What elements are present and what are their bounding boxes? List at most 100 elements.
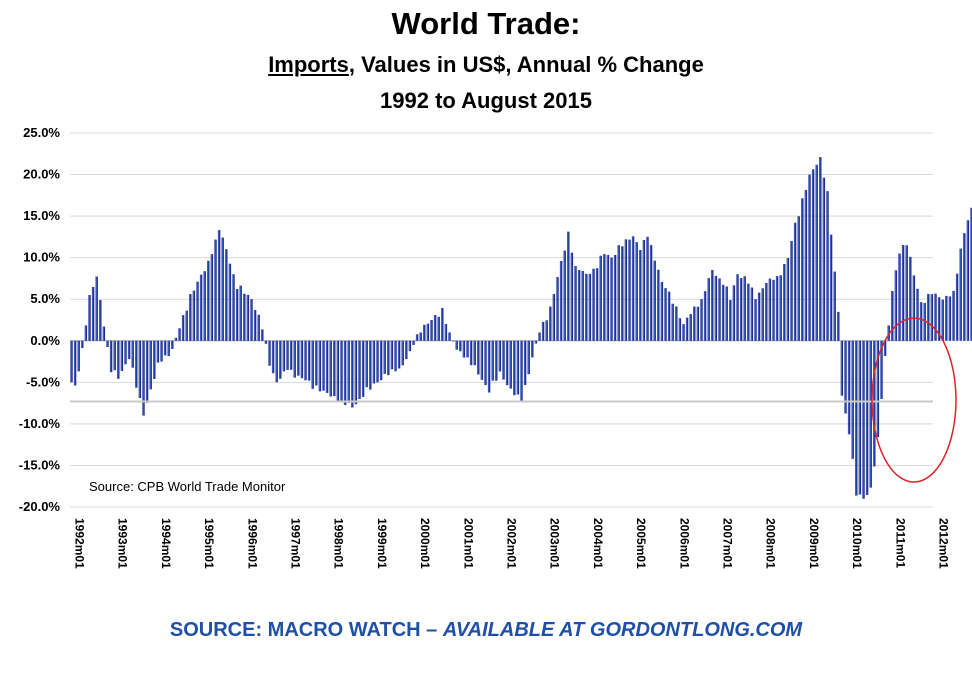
bar-highlight — [243, 293, 245, 341]
bar — [455, 340, 458, 350]
bar-highlight — [927, 293, 929, 341]
bar-highlight — [574, 265, 576, 341]
bar-highlight — [333, 340, 335, 397]
bar-highlight — [365, 340, 367, 388]
x-tick-label: 2012m01 — [937, 518, 951, 569]
bar-highlight — [769, 278, 770, 341]
bar-highlight — [729, 300, 731, 341]
bar-highlight — [808, 174, 810, 341]
bar-series — [70, 157, 972, 499]
bar-highlight — [812, 169, 814, 341]
x-tick-label: 1998m01 — [332, 518, 346, 569]
bar-highlight — [736, 274, 738, 341]
x-tick-label: 1999m01 — [375, 518, 389, 569]
bar — [300, 340, 304, 379]
bar-highlight — [193, 290, 194, 341]
bar-highlight — [520, 340, 522, 402]
bar-highlight — [362, 340, 364, 397]
bar-highlight — [621, 246, 623, 341]
bar-highlight — [85, 325, 86, 341]
x-tick-label: 2011m01 — [893, 518, 907, 568]
bar-highlight — [196, 281, 198, 341]
bar — [153, 340, 156, 379]
bar-highlight — [135, 340, 137, 388]
bar-highlight — [657, 269, 659, 341]
bar — [109, 340, 113, 373]
bar-highlight — [733, 285, 734, 341]
bar-highlight — [819, 157, 821, 341]
footer-source: SOURCE: MACRO WATCH – AVAILABLE AT GORDO… — [0, 619, 972, 642]
bar-highlight — [247, 294, 248, 341]
bar-highlight — [182, 315, 184, 341]
bar-highlight — [563, 250, 565, 341]
bar-highlight — [639, 250, 641, 341]
bar-highlight — [905, 245, 907, 341]
bar-highlight — [103, 326, 104, 341]
bar-highlight — [427, 323, 428, 341]
y-tick-label: -20.0% — [19, 499, 61, 514]
bar-highlight — [956, 273, 958, 341]
y-tick-label: -15.0% — [19, 457, 61, 472]
x-tick-label: 2006m01 — [677, 518, 691, 569]
bar-highlight — [88, 295, 90, 341]
bar-highlight — [311, 340, 313, 389]
bar-highlight — [391, 340, 392, 370]
bar — [480, 340, 484, 380]
bar-highlight — [473, 340, 475, 366]
bar-highlight — [862, 340, 864, 499]
bar-highlight — [675, 306, 677, 341]
y-tick-label: 15.0% — [23, 208, 60, 223]
bar-highlight — [859, 340, 860, 495]
bar-highlight — [268, 340, 270, 366]
bar-highlight — [844, 340, 846, 414]
bar-highlight — [682, 324, 684, 341]
bar-highlight — [826, 191, 828, 341]
bar-highlight — [477, 340, 479, 375]
bar-highlight — [322, 340, 324, 391]
bar-highlight — [153, 340, 155, 379]
bar-highlight — [794, 222, 796, 341]
x-tick-label: 1995m01 — [202, 518, 216, 569]
bar-highlight — [610, 257, 612, 341]
x-tick-label: 1997m01 — [289, 518, 303, 569]
bar-highlight — [617, 245, 619, 341]
bar-highlight — [178, 328, 180, 341]
bar — [354, 340, 358, 405]
bar-highlight — [841, 340, 842, 396]
bar-highlight — [110, 340, 112, 373]
bar — [408, 340, 412, 352]
bar-highlight — [700, 299, 702, 341]
bar-highlight — [887, 325, 889, 341]
bar-highlight — [376, 340, 378, 383]
bar-highlight — [837, 311, 839, 341]
bar-highlight — [394, 340, 396, 372]
bar-highlight — [401, 340, 403, 366]
bar-highlight — [945, 295, 947, 341]
bar-highlight — [189, 294, 191, 341]
bar — [264, 340, 268, 344]
bar-highlight — [596, 268, 598, 341]
x-tick-label: 2010m01 — [850, 518, 864, 569]
bar — [135, 340, 138, 388]
bar-highlight — [833, 271, 835, 341]
bar-highlight — [758, 292, 760, 341]
bar-highlight — [167, 340, 169, 356]
bar-highlight — [585, 273, 587, 341]
bar-highlight — [898, 253, 900, 341]
bar-highlight — [797, 216, 799, 341]
bar-highlight — [941, 299, 943, 341]
bar-highlight — [549, 306, 551, 341]
bar-highlight — [315, 340, 317, 386]
bar-highlight — [70, 340, 72, 383]
bar-highlight — [895, 270, 896, 341]
bar-highlight — [466, 340, 468, 358]
bar-highlight — [869, 340, 871, 488]
bar-highlight — [556, 277, 558, 341]
bar-highlight — [175, 337, 176, 341]
bar-highlight — [81, 340, 83, 348]
bar-highlight — [149, 340, 151, 390]
bar-highlight — [200, 274, 202, 341]
bar-highlight — [160, 340, 162, 362]
x-tick-label: 2002m01 — [505, 518, 519, 569]
bar-highlight — [416, 334, 418, 341]
